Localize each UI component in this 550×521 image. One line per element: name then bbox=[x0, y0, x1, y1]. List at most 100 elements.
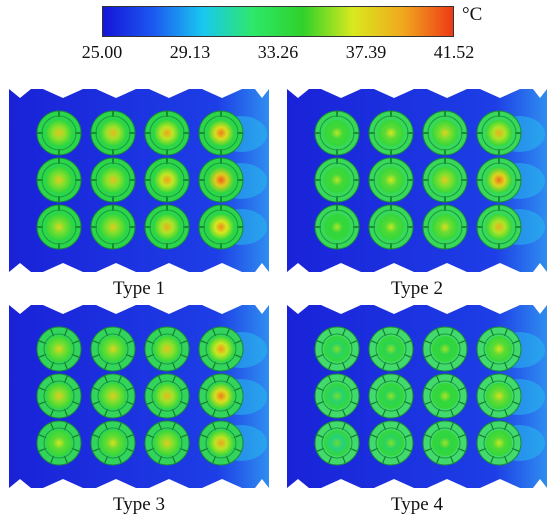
wall-notch bbox=[202, 263, 242, 272]
wall-notch bbox=[480, 263, 520, 272]
wall-notch bbox=[202, 305, 242, 314]
battery-cell bbox=[36, 157, 82, 203]
wall-notch bbox=[9, 89, 31, 98]
battery-cell bbox=[314, 420, 360, 466]
battery-cell bbox=[198, 204, 244, 250]
wall-notch bbox=[149, 89, 189, 98]
temperature-field bbox=[287, 305, 547, 488]
wall-notch bbox=[480, 305, 520, 314]
wall-notch bbox=[427, 479, 467, 488]
battery-cell bbox=[198, 420, 244, 466]
panel-type-3 bbox=[9, 305, 269, 488]
battery-cell bbox=[476, 420, 522, 466]
battery-cell bbox=[90, 157, 136, 203]
wall-notch bbox=[43, 89, 83, 98]
battery-cell bbox=[144, 110, 190, 156]
battery-cell bbox=[36, 110, 82, 156]
temperature-colorbar bbox=[102, 6, 454, 37]
battery-cell bbox=[198, 373, 244, 419]
wall-notch bbox=[96, 263, 136, 272]
battery-cell bbox=[476, 157, 522, 203]
wall-notch bbox=[202, 89, 242, 98]
battery-cell bbox=[36, 420, 82, 466]
wall-notch bbox=[149, 263, 189, 272]
battery-cell bbox=[314, 204, 360, 250]
wall-notch bbox=[480, 479, 520, 488]
temperature-field bbox=[287, 89, 547, 272]
caption-type-4: Type 4 bbox=[391, 494, 443, 515]
battery-cell bbox=[314, 110, 360, 156]
battery-cell bbox=[144, 157, 190, 203]
battery-cell bbox=[368, 157, 414, 203]
battery-cell bbox=[90, 373, 136, 419]
wall-notch bbox=[43, 263, 83, 272]
temperature-field bbox=[9, 305, 269, 488]
battery-cell bbox=[144, 420, 190, 466]
battery-cell bbox=[198, 326, 244, 372]
battery-cell bbox=[476, 326, 522, 372]
battery-cell bbox=[422, 373, 468, 419]
wall-notch bbox=[202, 479, 242, 488]
wall-notch bbox=[255, 305, 269, 314]
wall-notch bbox=[533, 263, 547, 272]
battery-cell bbox=[476, 204, 522, 250]
colorbar-unit: °C bbox=[462, 4, 483, 25]
battery-cell bbox=[422, 204, 468, 250]
caption-type-1: Type 1 bbox=[113, 278, 165, 299]
battery-cell bbox=[476, 110, 522, 156]
caption-type-3: Type 3 bbox=[113, 494, 165, 515]
wall-notch bbox=[287, 263, 309, 272]
battery-cell bbox=[198, 157, 244, 203]
battery-cell bbox=[144, 326, 190, 372]
wall-notch bbox=[374, 263, 414, 272]
colorbar-tick-1: 29.13 bbox=[169, 42, 211, 62]
battery-cell bbox=[144, 373, 190, 419]
caption-type-2: Type 2 bbox=[391, 278, 443, 299]
wall-notch bbox=[427, 263, 467, 272]
wall-notch bbox=[43, 479, 83, 488]
battery-cell bbox=[198, 110, 244, 156]
wall-notch bbox=[321, 263, 361, 272]
wall-notch bbox=[374, 89, 414, 98]
wall-notch bbox=[321, 479, 361, 488]
battery-cell bbox=[422, 110, 468, 156]
colorbar-tick-0: 25.00 bbox=[81, 42, 123, 62]
wall-notch bbox=[427, 89, 467, 98]
wall-notch bbox=[374, 305, 414, 314]
battery-cell bbox=[90, 326, 136, 372]
wall-notch bbox=[96, 479, 136, 488]
temperature-field bbox=[9, 89, 269, 272]
panel-type-4 bbox=[287, 305, 547, 488]
battery-cell bbox=[314, 157, 360, 203]
wall-notch bbox=[287, 305, 309, 314]
wall-notch bbox=[9, 263, 31, 272]
battery-cell bbox=[368, 204, 414, 250]
colorbar-tick-3: 37.39 bbox=[345, 42, 387, 62]
colorbar-tick-2: 33.26 bbox=[257, 42, 299, 62]
battery-cell bbox=[368, 110, 414, 156]
wall-notch bbox=[149, 479, 189, 488]
wall-notch bbox=[96, 305, 136, 314]
wall-notch bbox=[480, 89, 520, 98]
wall-notch bbox=[149, 305, 189, 314]
battery-cell bbox=[36, 204, 82, 250]
wall-notch bbox=[321, 305, 361, 314]
battery-cell bbox=[422, 420, 468, 466]
panel-type-2 bbox=[287, 89, 547, 272]
battery-cell bbox=[368, 373, 414, 419]
wall-notch bbox=[287, 89, 309, 98]
battery-cell bbox=[314, 326, 360, 372]
wall-notch bbox=[255, 89, 269, 98]
wall-notch bbox=[9, 479, 31, 488]
wall-notch bbox=[533, 89, 547, 98]
panel-type-1 bbox=[9, 89, 269, 272]
wall-notch bbox=[43, 305, 83, 314]
battery-cell bbox=[90, 110, 136, 156]
battery-cell bbox=[36, 373, 82, 419]
battery-cell bbox=[90, 420, 136, 466]
wall-notch bbox=[533, 305, 547, 314]
wall-notch bbox=[255, 263, 269, 272]
wall-notch bbox=[255, 479, 269, 488]
battery-cell bbox=[144, 204, 190, 250]
wall-notch bbox=[533, 479, 547, 488]
